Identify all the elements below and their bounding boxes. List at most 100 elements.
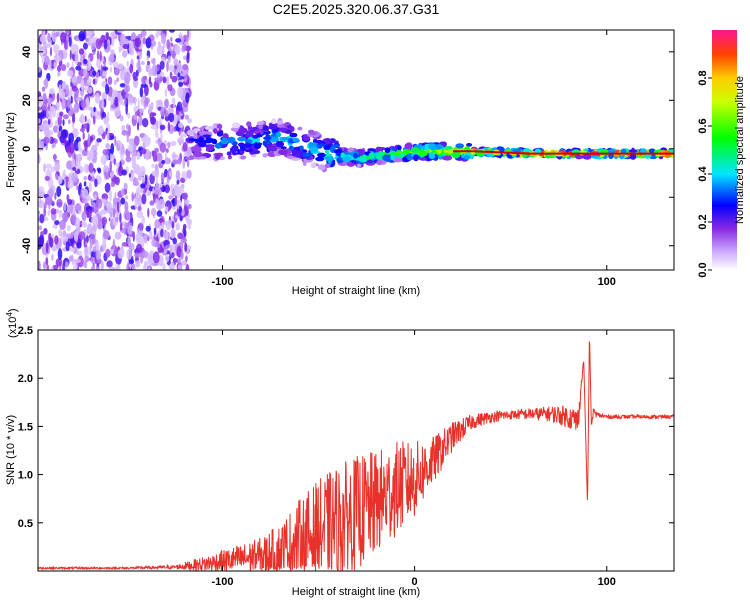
- heatmap-noise-cell: [165, 148, 169, 153]
- heatmap-noise-cell: [186, 159, 190, 168]
- heatmap-noise-cell: [176, 101, 183, 112]
- heatmap-noise-cell: [46, 195, 53, 205]
- heatmap-signal-cell: [420, 145, 426, 150]
- heatmap-signal-cell: [237, 136, 247, 142]
- heatmap-noise-cell: [44, 77, 49, 89]
- heatmap-noise-cell: [54, 138, 58, 144]
- heatmap-noise-cell: [162, 263, 166, 270]
- heatmap-noise-cell: [65, 261, 69, 268]
- snr-y-multiplier-base: (x10: [7, 317, 19, 338]
- heatmap-signal-cell: [189, 155, 194, 159]
- heatmap-noise-cell: [71, 85, 78, 92]
- colorbar-gradient: [712, 30, 737, 270]
- y-tick-label: -40: [21, 238, 33, 254]
- heatmap-noise-cell: [177, 232, 184, 240]
- heatmap-noise-cell: [83, 175, 88, 181]
- heatmap-noise-cell: [153, 227, 157, 236]
- heatmap-signal-cell: [446, 146, 453, 150]
- heatmap-noise-cell: [119, 83, 126, 88]
- heatmap-noise-cell: [94, 178, 98, 188]
- heatmap-noise-cell: [95, 141, 100, 147]
- heatmap-noise-cell: [115, 216, 119, 223]
- heatmap-noise-cell: [84, 254, 87, 265]
- heatmap-noise-cell: [168, 170, 172, 178]
- heatmap-signal-cell: [205, 157, 215, 161]
- heatmap-signal-cell: [426, 149, 431, 153]
- heatmap-noise-cell: [75, 217, 81, 228]
- heatmap-signal-cell: [281, 136, 289, 141]
- heatmap-noise-cell: [87, 133, 91, 145]
- heatmap-signal-cell: [382, 154, 392, 162]
- heatmap-noise-cell: [157, 242, 161, 248]
- heatmap-noise-cell: [41, 102, 48, 111]
- heatmap-noise-cell: [144, 174, 148, 186]
- heatmap-noise-cell: [53, 44, 60, 53]
- heatmap-noise-cell: [139, 253, 144, 264]
- heatmap-noise-cell: [82, 188, 89, 199]
- y-tick-label: 2.0: [18, 373, 33, 385]
- y-tick-label: -20: [21, 189, 33, 205]
- heatmap-noise-cell: [82, 198, 88, 204]
- heatmap-noise-cell: [171, 262, 175, 270]
- heatmap-noise-cell: [70, 214, 76, 225]
- heatmap-noise-cell: [162, 76, 167, 84]
- heatmap-noise-cell: [160, 132, 163, 142]
- heatmap-noise-cell: [117, 30, 125, 33]
- heatmap-noise-cell: [160, 33, 167, 45]
- heatmap-signal-cell: [323, 144, 331, 151]
- heatmap-noise-cell: [128, 124, 131, 137]
- heatmap-noise-cell: [74, 54, 79, 65]
- heatmap-signal-cell: [247, 125, 253, 131]
- heatmap-noise-cell: [156, 210, 163, 217]
- heatmap-signal-cell: [202, 134, 212, 138]
- heatmap-noise-cell: [87, 86, 93, 94]
- snr-x-label: Height of straight line (km): [292, 586, 420, 598]
- heatmap-noise-cell: [184, 75, 188, 83]
- heatmap-noise-cell: [136, 243, 143, 253]
- heatmap-signal-cell: [227, 136, 236, 144]
- heatmap-signal-cell: [214, 154, 221, 160]
- heatmap-noise-cell: [55, 258, 63, 267]
- heatmap-noise-cell: [38, 118, 41, 124]
- heatmap-signal-cell: [403, 148, 411, 155]
- heatmap-noise-cell: [137, 98, 140, 110]
- heatmap-noise-cell: [48, 186, 54, 199]
- heatmap-noise-cell: [127, 235, 131, 247]
- heatmap-noise-cell: [79, 128, 86, 132]
- heatmap-noise-cell: [45, 242, 49, 254]
- heatmap-signal-cell: [389, 150, 396, 157]
- heatmap-noise-cell: [107, 111, 110, 123]
- snr-panel: -100 0 100 0.5 1.0 1.5 2.0 2.5 Height of strai…: [5, 308, 675, 598]
- heatmap-noise-cell: [126, 60, 129, 67]
- heatmap-noise-cell: [182, 158, 186, 169]
- heatmap-signal-cell: [392, 157, 403, 163]
- heatmap-noise-cell: [172, 154, 179, 159]
- heatmap-noise-cell: [93, 206, 98, 215]
- heatmap-noise-cell: [101, 216, 108, 226]
- heatmap-noise-cell: [170, 186, 173, 199]
- spectrogram-y-label: Frequency (Hz): [5, 112, 17, 188]
- y-tick-label: 1.5: [18, 421, 33, 433]
- heatmap-noise-cell: [175, 109, 180, 116]
- heatmap-noise-cell: [142, 118, 149, 128]
- heatmap-noise-cell: [182, 192, 188, 200]
- heatmap-noise-cell: [140, 83, 147, 88]
- heatmap-noise-cell: [162, 186, 166, 192]
- heatmap-noise-cell: [96, 138, 102, 143]
- heatmap-noise-cell: [170, 140, 177, 147]
- heatmap-noise-cell: [43, 43, 46, 55]
- heatmap-signal-cell: [198, 136, 204, 143]
- heatmap-noise-cell: [44, 126, 50, 138]
- heatmap-noise-cell: [70, 95, 73, 104]
- heatmap-noise-cell: [83, 68, 88, 78]
- heatmap-noise-cell: [86, 30, 93, 39]
- heatmap-noise-cell: [140, 148, 147, 155]
- heatmap-noise-cell: [137, 66, 142, 73]
- heatmap-signal-cell: [254, 129, 264, 136]
- heatmap-noise-cell: [110, 49, 115, 58]
- heatmap-noise-cell: [110, 152, 114, 163]
- heatmap-noise-cell: [39, 213, 45, 224]
- heatmap-noise-cell: [161, 221, 164, 232]
- heatmap-noise-cell: [38, 225, 43, 231]
- heatmap-noise-cell: [126, 212, 131, 221]
